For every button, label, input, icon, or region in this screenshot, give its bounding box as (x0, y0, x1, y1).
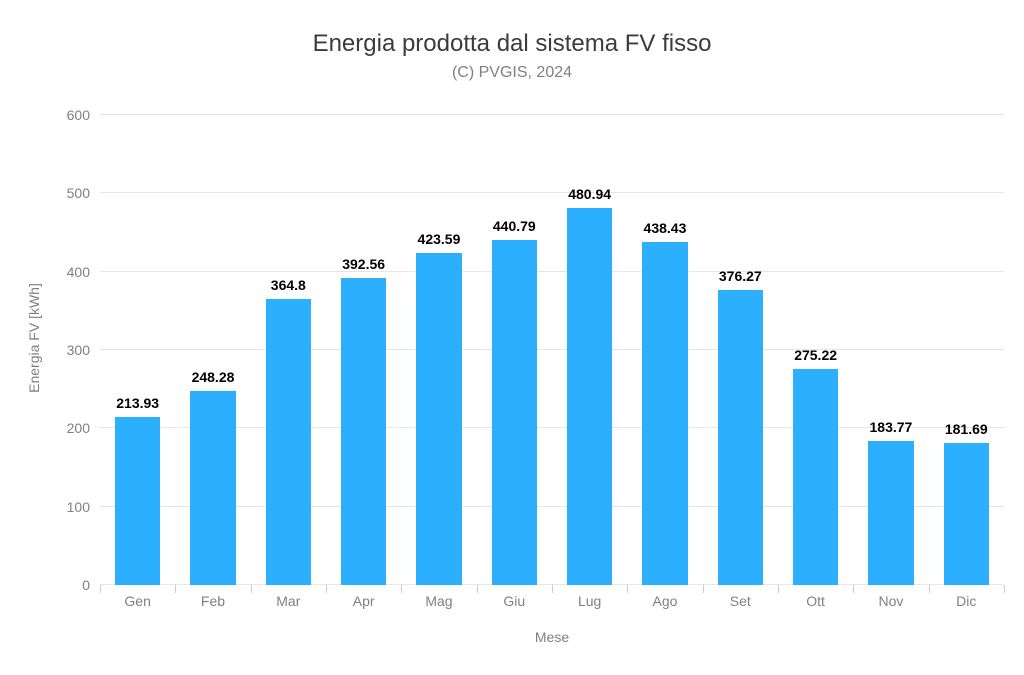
bar: 438.43 (642, 242, 687, 585)
x-major-tick (175, 585, 176, 593)
bar-value-label: 364.8 (271, 277, 306, 299)
x-tick-label: Giu (477, 593, 552, 609)
plot-area: 0100200300400500600213.93Gen248.28Feb364… (100, 115, 1004, 585)
x-tick: Set (703, 585, 778, 609)
x-tick: Lug (552, 585, 627, 609)
bar: 181.69 (944, 443, 989, 585)
x-tick: Ago (627, 585, 702, 609)
bar-slot: 376.27Set (703, 115, 778, 585)
bar-value-label: 480.94 (568, 186, 611, 208)
bar: 480.94 (567, 208, 612, 585)
x-tick: Gen (100, 585, 175, 609)
x-axis-title: Mese (100, 629, 1004, 645)
x-tick-label: Mag (401, 593, 476, 609)
bar: 376.27 (718, 290, 763, 585)
x-tick-label: Lug (552, 593, 627, 609)
bar: 248.28 (190, 391, 235, 585)
x-major-tick (326, 585, 327, 593)
bar-value-label: 440.79 (493, 218, 536, 240)
x-tick: Giu (477, 585, 552, 609)
y-tick-label: 0 (50, 577, 100, 593)
bar-value-label: 376.27 (719, 268, 762, 290)
bar-value-label: 423.59 (418, 231, 461, 253)
bar-slot: 183.77Nov (853, 115, 928, 585)
y-tick-label: 400 (50, 264, 100, 280)
x-tick-label: Ago (627, 593, 702, 609)
x-tick: Mar (251, 585, 326, 609)
y-tick-label: 300 (50, 342, 100, 358)
x-tick-label: Set (703, 593, 778, 609)
bar: 213.93 (115, 417, 160, 585)
x-major-tick (1004, 585, 1005, 593)
bar-value-label: 248.28 (192, 369, 235, 391)
bar: 275.22 (793, 369, 838, 585)
x-tick-label: Ott (778, 593, 853, 609)
x-tick-label: Apr (326, 593, 401, 609)
bar-value-label: 181.69 (945, 421, 988, 443)
chart-title: Energia prodotta dal sistema FV fisso (0, 0, 1024, 58)
y-axis-title: Energia FV [kWh] (26, 283, 42, 393)
x-major-tick (477, 585, 478, 593)
x-major-tick (100, 585, 101, 593)
bar-slot: 364.8Mar (251, 115, 326, 585)
x-major-tick (251, 585, 252, 593)
x-tick-label: Gen (100, 593, 175, 609)
x-tick-label: Dic (929, 593, 1004, 609)
bar: 364.8 (266, 299, 311, 585)
bars-row: 213.93Gen248.28Feb364.8Mar392.56Apr423.5… (100, 115, 1004, 585)
bar: 392.56 (341, 278, 386, 586)
x-major-tick (853, 585, 854, 593)
y-tick-label: 200 (50, 420, 100, 436)
x-tick-label: Feb (175, 593, 250, 609)
chart-container: Energia prodotta dal sistema FV fisso (C… (0, 0, 1024, 675)
bar-slot: 392.56Apr (326, 115, 401, 585)
bar-value-label: 438.43 (644, 220, 687, 242)
bar-slot: 438.43Ago (627, 115, 702, 585)
chart-subtitle: (C) PVGIS, 2024 (0, 64, 1024, 82)
bar: 183.77 (868, 441, 913, 585)
y-tick-label: 600 (50, 107, 100, 123)
x-major-tick (929, 585, 930, 593)
bar-slot: 423.59Mag (401, 115, 476, 585)
x-major-tick (552, 585, 553, 593)
x-tick-label: Mar (251, 593, 326, 609)
bar-slot: 248.28Feb (175, 115, 250, 585)
y-tick-label: 100 (50, 499, 100, 515)
bar-slot: 213.93Gen (100, 115, 175, 585)
x-major-tick (401, 585, 402, 593)
x-major-tick (703, 585, 704, 593)
y-tick-label: 500 (50, 185, 100, 201)
bar-value-label: 183.77 (870, 419, 913, 441)
bar-slot: 480.94Lug (552, 115, 627, 585)
bar-slot: 275.22Ott (778, 115, 853, 585)
bar-value-label: 275.22 (794, 347, 837, 369)
bar-slot: 181.69Dic (929, 115, 1004, 585)
bar-value-label: 213.93 (116, 395, 159, 417)
bar: 440.79 (492, 240, 537, 585)
x-tick-label: Nov (853, 593, 928, 609)
x-major-tick (627, 585, 628, 593)
x-tick: Ott (778, 585, 853, 609)
bar-value-label: 392.56 (342, 256, 385, 278)
x-major-tick (778, 585, 779, 593)
x-tick: Nov (853, 585, 928, 609)
x-tick: Feb (175, 585, 250, 609)
bar-slot: 440.79Giu (477, 115, 552, 585)
x-tick: Mag (401, 585, 476, 609)
x-tick: Dic (929, 585, 1004, 609)
bar: 423.59 (416, 253, 461, 585)
x-tick: Apr (326, 585, 401, 609)
